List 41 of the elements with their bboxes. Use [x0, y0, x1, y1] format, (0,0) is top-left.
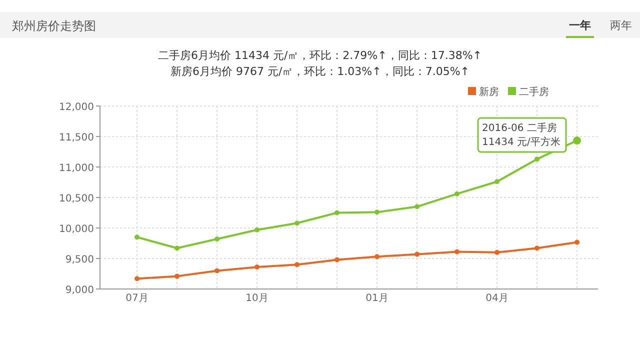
point: [254, 264, 260, 270]
point: [174, 274, 180, 279]
point: [454, 249, 460, 254]
point: [214, 268, 220, 274]
y-tick-label: 11,000: [59, 163, 94, 174]
point: [374, 254, 380, 260]
chart-subtitle: 二手房6月均价 11434 元/㎡，环比：2.79%↑，同比：17.38%↑ 新房6月均价 9767 元/㎡，环比：1.03%↑，同比：7.05%↑: [158, 49, 482, 78]
point: [134, 276, 140, 282]
x-tick-label: 01月: [366, 293, 388, 304]
point: [414, 204, 420, 210]
y-tick-label: 11,500: [59, 132, 94, 144]
point: [134, 234, 140, 240]
annotation: 2016-06 二手房 11434 元/平方米: [482, 122, 560, 148]
point: [574, 240, 580, 245]
chart-title: 郑州房价走势图: [12, 19, 96, 33]
x-tick-label: 07月: [126, 293, 148, 304]
legend-label: 新房: [479, 86, 499, 98]
y-tick-label: 10,000: [59, 224, 94, 235]
text: 一年: [569, 19, 591, 32]
point: [174, 246, 180, 251]
point: [494, 179, 500, 184]
x-tick-label: 04月: [486, 293, 508, 304]
point: [454, 191, 460, 196]
point: [414, 252, 420, 257]
point: [334, 210, 340, 216]
point: [374, 210, 380, 215]
point: [534, 246, 540, 251]
y-tick-label: 12,000: [59, 102, 94, 113]
y-tick-label: 9,500: [65, 254, 94, 266]
x-tick-label: 10月: [246, 293, 268, 304]
point: [254, 227, 260, 232]
legend-label: 二手房: [519, 86, 549, 98]
point: [334, 257, 340, 262]
y-tick-label: 10,500: [59, 194, 94, 204]
point: [294, 262, 300, 268]
text: 两年: [610, 19, 632, 32]
point: [294, 220, 300, 226]
point: [214, 236, 220, 242]
point: [494, 250, 500, 255]
point: [534, 156, 540, 162]
y-tick-label: 9,000: [65, 285, 94, 296]
